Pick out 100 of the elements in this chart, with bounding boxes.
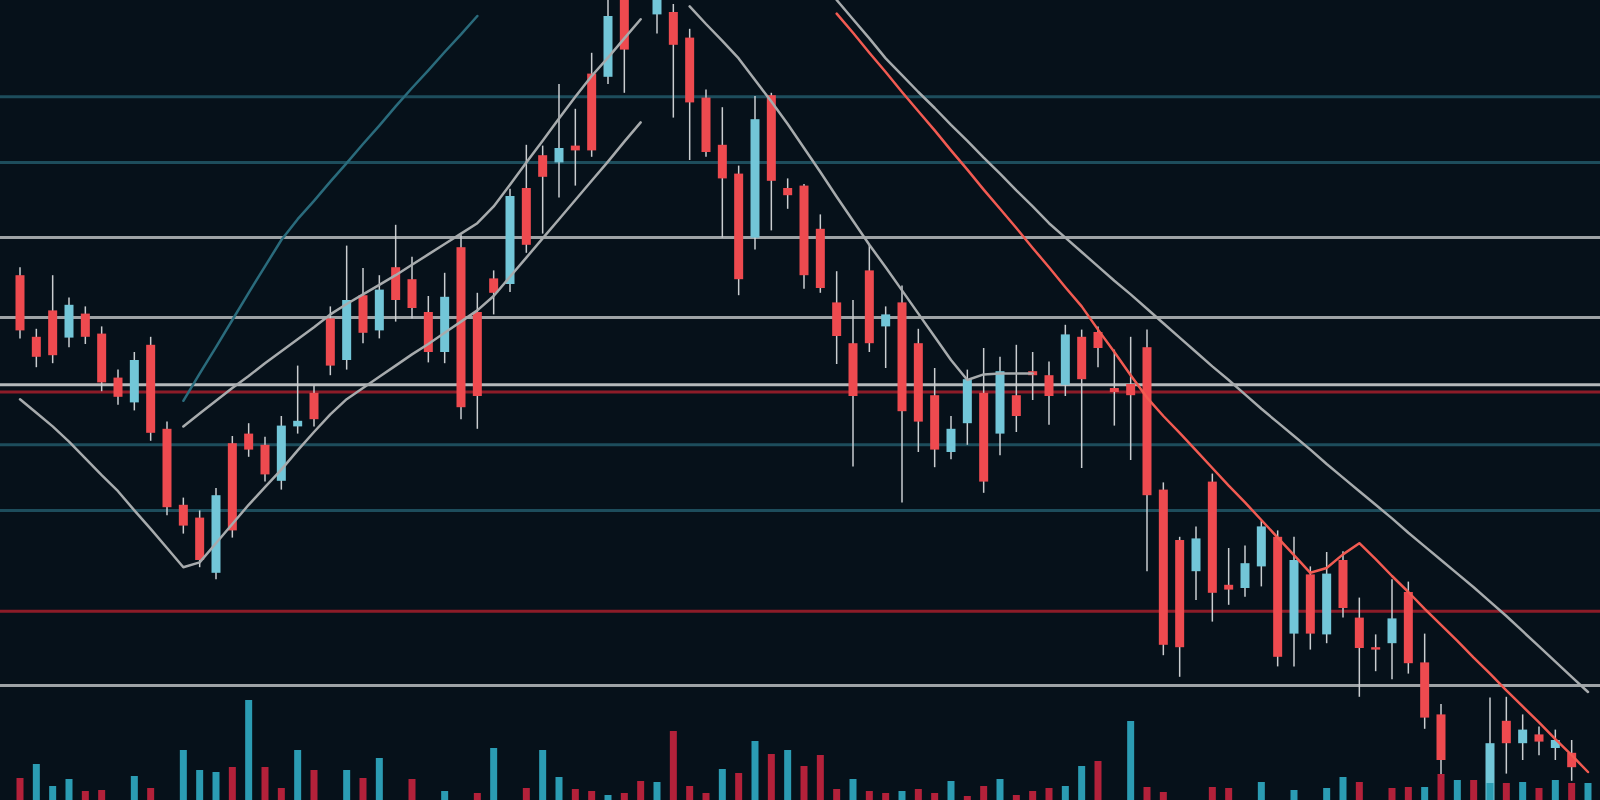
- candlestick: [293, 364, 303, 435]
- bar: [751, 741, 759, 800]
- bar: [1290, 790, 1298, 800]
- bar: [1437, 774, 1445, 800]
- bar: [865, 791, 873, 800]
- bar: [539, 750, 547, 800]
- bar: [800, 766, 808, 800]
- bar: [1355, 782, 1363, 800]
- bar: [130, 776, 138, 800]
- bar: [620, 793, 628, 800]
- bar: [718, 769, 726, 800]
- bar: [1388, 788, 1396, 800]
- candlestick: [538, 144, 548, 235]
- bar: [1061, 786, 1069, 800]
- bar: [588, 791, 596, 800]
- bar: [1535, 788, 1543, 800]
- bar: [98, 790, 106, 800]
- bar: [32, 764, 40, 800]
- bar: [686, 786, 694, 800]
- bar: [1257, 782, 1265, 800]
- bar: [1045, 788, 1053, 800]
- bar: [963, 796, 971, 800]
- bar: [702, 793, 710, 800]
- candlestick: [554, 83, 564, 199]
- candlestick: [1371, 633, 1381, 672]
- bar: [767, 754, 775, 800]
- candlestick: [1518, 713, 1528, 761]
- bar: [310, 770, 318, 800]
- candlestick: [1011, 344, 1021, 433]
- bar: [179, 750, 187, 800]
- bar: [816, 755, 824, 800]
- bar: [833, 789, 841, 800]
- candlestick: [1044, 360, 1054, 426]
- bar: [1029, 791, 1037, 800]
- bar: [735, 773, 743, 800]
- bar: [359, 778, 367, 800]
- bar: [490, 748, 498, 800]
- bar: [1339, 777, 1347, 800]
- candlestick: [113, 368, 123, 406]
- bar: [277, 788, 285, 800]
- candlestick: [1501, 696, 1511, 775]
- bar: [1502, 783, 1510, 800]
- bar: [147, 788, 155, 800]
- candlestick: [652, 0, 662, 35]
- bar: [1421, 787, 1429, 800]
- bar: [604, 795, 612, 800]
- bar: [947, 781, 955, 800]
- bar: [931, 793, 939, 800]
- bar: [914, 789, 922, 800]
- bar: [637, 781, 645, 800]
- bar: [1453, 780, 1461, 800]
- bar: [343, 770, 351, 800]
- candlestick: [489, 269, 499, 316]
- bar: [1078, 766, 1086, 800]
- bar: [1568, 783, 1576, 800]
- bar: [1404, 787, 1412, 800]
- bar: [1012, 795, 1020, 800]
- candlestick: [80, 305, 90, 345]
- bar: [212, 772, 220, 800]
- bar: [898, 791, 906, 800]
- bar: [882, 793, 890, 800]
- candlestick: [1224, 547, 1234, 606]
- bar: [228, 767, 236, 800]
- bar: [16, 778, 24, 800]
- bar: [1159, 792, 1167, 800]
- bar: [245, 700, 253, 800]
- bar: [49, 786, 57, 800]
- bar: [1519, 782, 1527, 800]
- bar: [1143, 787, 1151, 800]
- bar: [522, 788, 530, 800]
- bar: [1323, 788, 1331, 800]
- bar: [1470, 780, 1478, 800]
- candlestick: [244, 422, 254, 458]
- candlestick: [783, 177, 793, 210]
- bar: [1225, 788, 1233, 800]
- bar: [653, 782, 661, 800]
- bar: [1551, 780, 1559, 800]
- bar: [65, 779, 73, 800]
- bar: [1208, 787, 1216, 800]
- bar: [261, 767, 269, 800]
- bar: [1584, 783, 1592, 800]
- candlestick: [881, 305, 891, 369]
- bar: [196, 770, 204, 800]
- bar: [849, 779, 857, 800]
- bar: [375, 758, 383, 800]
- bar: [980, 786, 988, 800]
- candlestick: [1534, 725, 1544, 756]
- bar: [571, 789, 579, 800]
- bar: [294, 750, 302, 800]
- bar: [784, 750, 792, 800]
- bar: [473, 793, 481, 800]
- bar: [996, 779, 1004, 800]
- bar: [1094, 761, 1102, 800]
- bar: [408, 779, 416, 800]
- bar: [1127, 721, 1135, 800]
- bar: [555, 777, 563, 800]
- candlestick: [946, 415, 956, 460]
- bar: [441, 791, 449, 800]
- candlestick: [31, 328, 41, 368]
- bar: [669, 731, 677, 800]
